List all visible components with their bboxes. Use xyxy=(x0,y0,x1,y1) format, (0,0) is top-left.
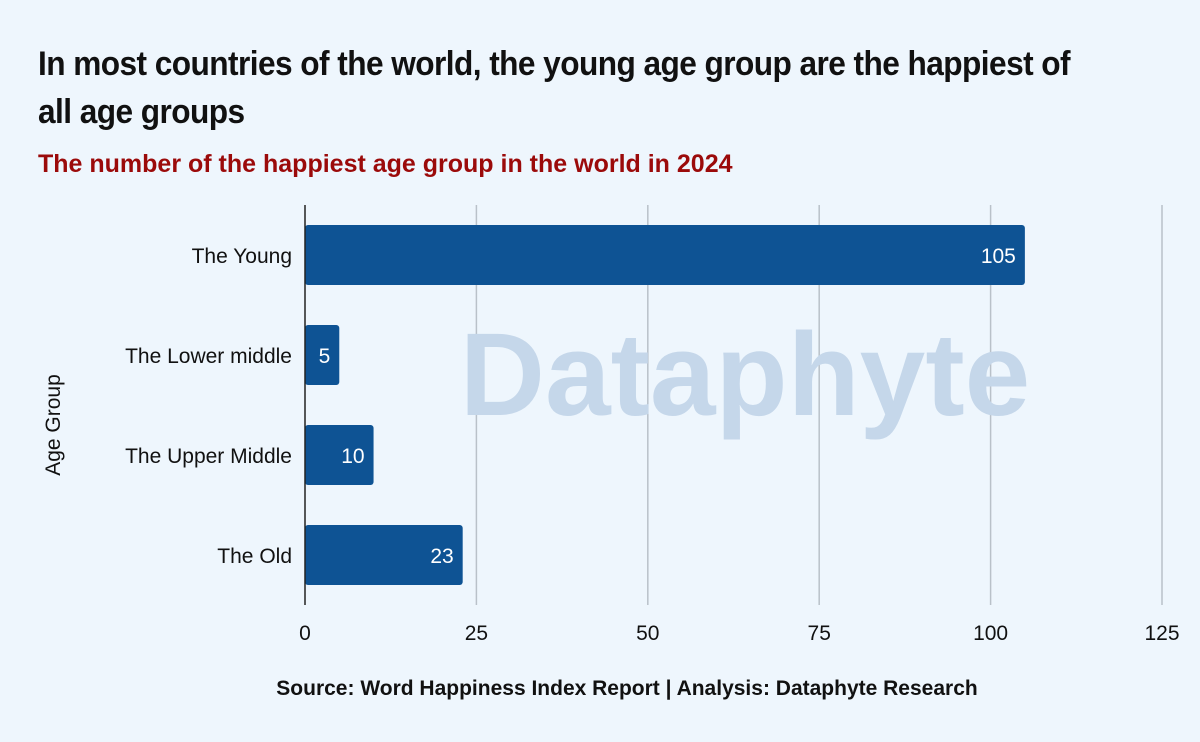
y-axis-title: Age Group xyxy=(42,374,65,476)
bar xyxy=(305,225,1025,285)
x-tick-label: 100 xyxy=(973,622,1008,645)
chart-title: In most countries of the world, the youn… xyxy=(38,45,1071,131)
category-label: The Upper Middle xyxy=(125,445,292,468)
bar-value-label: 23 xyxy=(430,545,453,568)
x-tick-label: 50 xyxy=(636,622,659,645)
source-note: Source: Word Happiness Index Report | An… xyxy=(276,677,978,700)
bar-value-label: 5 xyxy=(319,345,331,368)
x-tick-label: 0 xyxy=(299,622,311,645)
bar-value-label: 105 xyxy=(981,245,1016,268)
x-tick-label: 75 xyxy=(808,622,831,645)
x-tick-label: 25 xyxy=(465,622,488,645)
bars: 105 5 10 23 xyxy=(305,225,1025,585)
category-labels: The Young The Lower middle The Upper Middl… xyxy=(125,245,292,568)
chart-subtitle: The number of the happiest age group in … xyxy=(38,150,733,178)
category-label: The Old xyxy=(217,545,292,568)
x-tick-labels: 0 25 50 75 100 125 xyxy=(299,622,1179,645)
bar xyxy=(305,425,374,485)
bar-value-label: 10 xyxy=(341,445,364,468)
watermark: Dataphyte xyxy=(460,309,1030,441)
bar xyxy=(305,525,463,585)
x-tick-label: 125 xyxy=(1144,622,1179,645)
category-label: The Young xyxy=(192,245,292,268)
bar xyxy=(305,325,340,385)
category-label: The Lower middle xyxy=(125,345,292,368)
